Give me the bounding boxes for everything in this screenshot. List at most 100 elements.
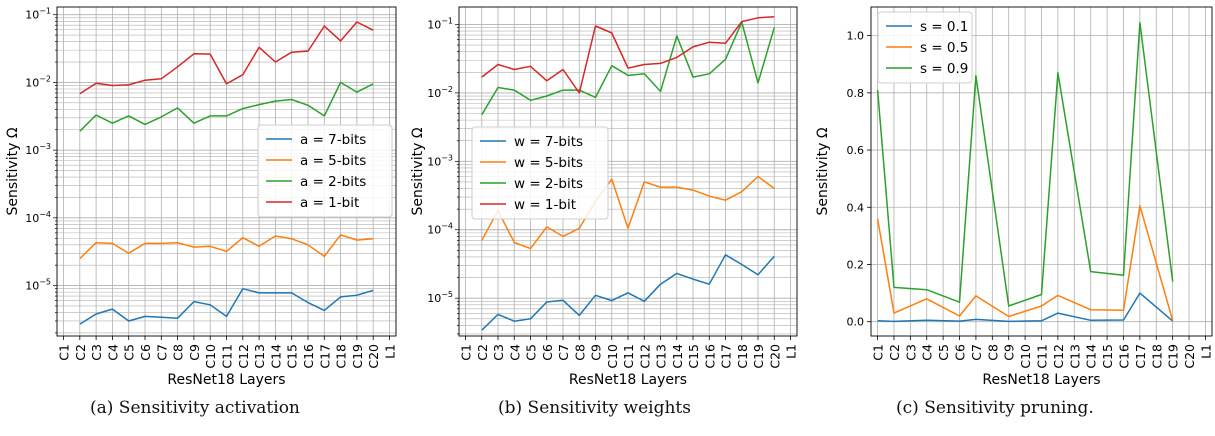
- x-tick-label: C18: [334, 344, 349, 369]
- x-axis-label: ResNet18 Layers: [167, 372, 285, 388]
- x-tick-label: C4: [507, 344, 522, 361]
- x-tick-label: C13: [654, 344, 669, 369]
- x-tick-label: C19: [1166, 344, 1181, 369]
- caption-activation: (a) Sensitivity activation: [90, 398, 300, 418]
- legend-label: a = 1-bit: [300, 195, 359, 211]
- legend-box: [877, 11, 973, 84]
- x-tick-label: C3: [903, 344, 918, 361]
- series-line: [481, 15, 775, 94]
- y-axis-label: Sensitivity Ω: [5, 127, 21, 215]
- x-tick-label: C15: [285, 344, 300, 369]
- x-tick-label: C18: [1149, 344, 1164, 369]
- x-tick-label: C17: [317, 344, 332, 369]
- legend-label: s = 0.5: [920, 40, 968, 56]
- y-tick-label: 10−1: [427, 16, 453, 31]
- legend-label: w = 2-bits: [514, 176, 583, 192]
- series-line: [481, 21, 776, 116]
- x-tick-label: C18: [735, 344, 750, 369]
- x-tick-label: C17: [1133, 344, 1148, 369]
- x-tick-label: C10: [203, 344, 218, 369]
- legend-label: w = 5-bits: [514, 155, 583, 171]
- x-tick-label: C19: [350, 344, 365, 369]
- x-tick-label: C3: [89, 344, 104, 361]
- caption-pruning: (c) Sensitivity pruning.: [896, 398, 1094, 418]
- x-tick-label: C8: [572, 344, 587, 361]
- y-tick-label: 0.0: [847, 316, 865, 329]
- legend-label: a = 2-bits: [300, 174, 366, 190]
- legend-label: w = 7-bits: [514, 134, 583, 150]
- y-tick-label: 10−3: [427, 153, 453, 168]
- y-tick-label: 0.4: [847, 201, 865, 214]
- x-tick-label: C7: [154, 344, 169, 361]
- legend-label: a = 5-bits: [300, 153, 366, 169]
- chart-pruning: C1 C2 C3 C4 C5 C6 C7 C8 C9 C10 C11 C12 C13 C14 C15 C16 C…: [815, 6, 1213, 388]
- x-tick-label: C2: [73, 344, 88, 361]
- series-line: [877, 292, 1174, 323]
- y-tick-label: 10−3: [25, 142, 51, 157]
- x-tick-label: C13: [1067, 344, 1082, 369]
- legend-box: [257, 124, 393, 218]
- x-tick-label: C4: [920, 344, 935, 361]
- x-tick-label: C15: [686, 344, 701, 369]
- x-tick-label: C7: [969, 344, 984, 361]
- x-tick-label: C19: [751, 344, 766, 369]
- x-tick-label: C13: [252, 344, 267, 369]
- series-line: [79, 287, 374, 325]
- x-tick-label: C12: [637, 344, 652, 369]
- x-tick-label: C15: [1100, 344, 1115, 369]
- y-tick-label: 10−4: [427, 222, 453, 237]
- x-tick-label: C7: [556, 344, 571, 361]
- x-tick-label: C8: [171, 344, 186, 361]
- y-tick-label: 10−1: [25, 7, 51, 22]
- x-tick-label: C16: [1116, 344, 1131, 369]
- x-tick-label: C10: [1018, 344, 1033, 369]
- legend-label: s = 0.9: [920, 61, 968, 77]
- x-tick-label: C8: [985, 344, 1000, 361]
- x-tick-label: C20: [1182, 344, 1197, 369]
- x-tick-label: C1: [871, 344, 886, 361]
- x-tick-label: C16: [301, 344, 316, 369]
- x-tick-label: C20: [366, 344, 381, 369]
- x-tick-label: C16: [702, 344, 717, 369]
- x-tick-label: C12: [1051, 344, 1066, 369]
- legend: w = 7-bits w = 5-bits w = 2-bits w = 1-bit: [471, 126, 609, 220]
- x-tick-label: C5: [936, 344, 951, 361]
- x-tick-label: C17: [719, 344, 734, 369]
- x-tick-label: C2: [887, 344, 902, 361]
- x-tick-label: C4: [105, 344, 120, 361]
- y-tick-label: 10−4: [25, 210, 51, 225]
- x-tick-label: C9: [187, 344, 202, 361]
- chart-panel-activation: C1 C2 C3 C4 C5 C6 C7 C8 C9 C10 C11 C12 C13 C14 C15 C16 C…: [0, 0, 405, 400]
- legend-label: a = 7-bits: [300, 132, 366, 148]
- y-tick-label: 1.0: [847, 30, 865, 43]
- x-tick-label: C11: [1035, 344, 1050, 369]
- chart-activation: C1 C2 C3 C4 C5 C6 C7 C8 C9 C10 C11 C12 C13 C14 C15 C16 C…: [5, 6, 397, 388]
- series-line: [79, 234, 374, 260]
- x-tick-label: C9: [589, 344, 604, 361]
- legend-box: [471, 126, 609, 220]
- series-line: [481, 175, 775, 250]
- x-tick-label: C6: [138, 344, 153, 361]
- legend: a = 7-bits a = 5-bits a = 2-bits a = 1-bit: [257, 124, 393, 218]
- x-tick-label: C10: [605, 344, 620, 369]
- y-axis-label: Sensitivity Ω: [815, 127, 831, 215]
- y-tick-label: 10−2: [427, 85, 453, 100]
- x-tick-label: C6: [540, 344, 555, 361]
- x-tick-label: C20: [767, 344, 782, 369]
- chart-weights: C1 C2 C3 C4 C5 C6 C7 C8 C9 C10 C11 C12 C13 C14 C15 C16 C…: [410, 6, 799, 388]
- chart-panel-weights: C1 C2 C3 C4 C5 C6 C7 C8 C9 C10 C11 C12 C13 C14 C15 C16 C…: [405, 0, 810, 400]
- series-line: [481, 254, 775, 331]
- series-line: [876, 205, 1174, 321]
- x-tick-label: C14: [1084, 344, 1099, 369]
- legend: s = 0.1 s = 0.5 s = 0.9: [877, 11, 973, 84]
- series-line: [876, 21, 1174, 307]
- grid-lines: [871, 7, 1212, 336]
- x-tick-label: C3: [491, 344, 506, 361]
- y-tick-label: 10−5: [25, 278, 51, 293]
- x-tick-label: C1: [57, 344, 72, 361]
- x-axis-label: ResNet18 Layers: [569, 372, 687, 388]
- legend-label: w = 1-bit: [514, 197, 576, 213]
- x-tick-label: C14: [670, 344, 685, 369]
- x-axis-label: ResNet18 Layers: [982, 372, 1100, 388]
- x-tick-label: C11: [621, 344, 636, 369]
